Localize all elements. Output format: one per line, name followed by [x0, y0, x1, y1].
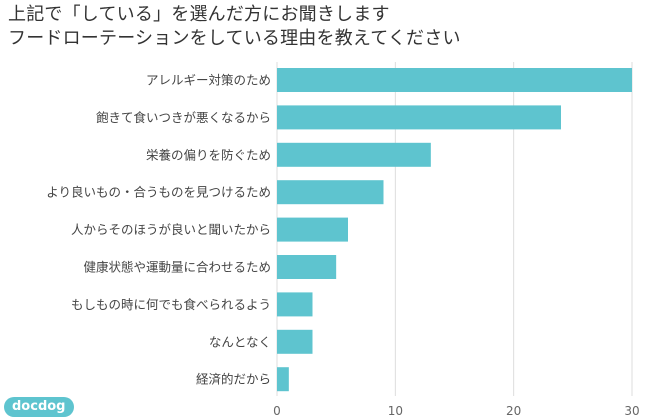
- bars: [277, 68, 632, 392]
- x-tick-label-20: 20: [506, 404, 521, 418]
- bar-6: [277, 292, 313, 317]
- bar-7: [277, 329, 313, 354]
- category-labels: アレルギー対策のため飽きて食いつきが悪くなるから栄養の偏りを防ぐためより良いもの…: [46, 73, 271, 387]
- category-label-1: 飽きて食いつきが悪くなるから: [96, 110, 271, 125]
- bar-2: [277, 142, 431, 167]
- x-tick-label-10: 10: [388, 404, 403, 418]
- category-label-8: 経済的だから: [196, 372, 271, 387]
- category-label-4: 人からそのほうが良いと聞いたから: [71, 222, 271, 237]
- category-label-5: 健康状態や運動量に合わせるため: [83, 260, 271, 275]
- bar-5: [277, 255, 337, 279]
- category-label-7: なんとなく: [209, 334, 271, 349]
- chart-title-line-2: フードローテーションをしている理由を教えてください: [8, 28, 461, 49]
- x-tick-label-30: 30: [624, 404, 639, 418]
- bar-0: [277, 68, 632, 92]
- category-label-2: 栄養の偏りを防ぐため: [146, 147, 271, 162]
- category-label-6: もしもの時に何でも食べられるよう: [71, 297, 271, 312]
- x-tick-label-0: 0: [273, 404, 281, 418]
- bar-1: [277, 105, 561, 130]
- category-label-0: アレルギー対策のため: [146, 73, 271, 88]
- chart-title-line-1: 上記で「している」を選んだ方にお聞きします: [8, 4, 390, 25]
- docdog-logo: docdog: [4, 397, 74, 417]
- bar-4: [277, 217, 348, 242]
- category-label-3: より良いもの・合うものを見つけるため: [46, 185, 271, 200]
- bar-3: [277, 180, 384, 205]
- chart-title: 上記で「している」を選んだ方にお聞きします フードローテーションをしている理由を…: [8, 3, 461, 51]
- x-axis-tick-labels: 0 10 20 30: [273, 404, 639, 418]
- bar-8: [277, 367, 289, 392]
